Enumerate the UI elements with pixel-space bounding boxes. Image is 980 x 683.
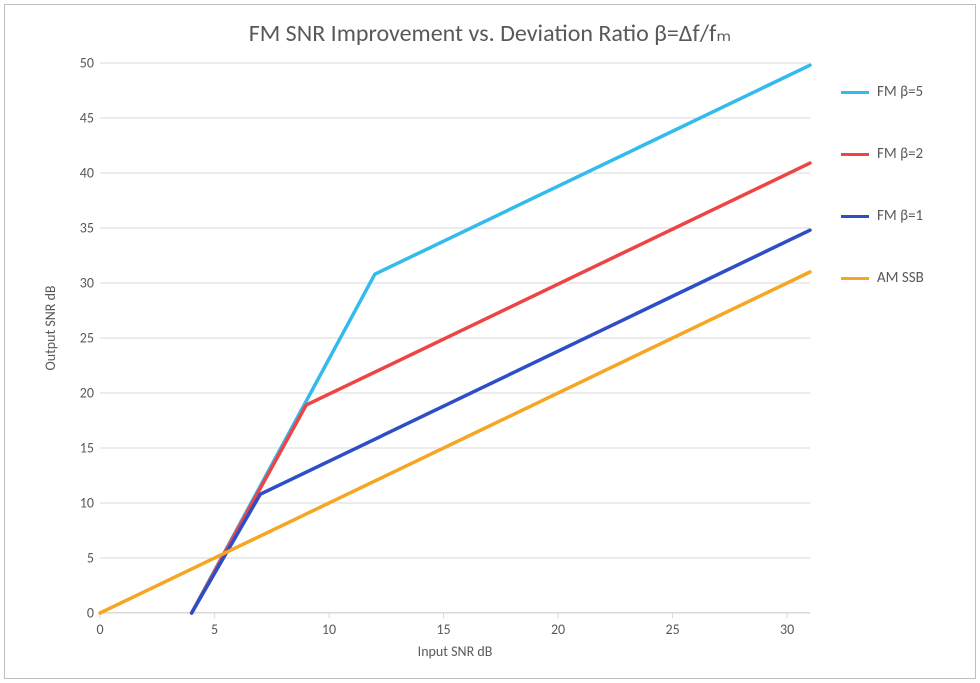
y-tick-label: 0 xyxy=(70,605,94,622)
y-tick-label: 20 xyxy=(70,385,94,402)
legend-label: AM SSB xyxy=(877,269,924,287)
x-tick-label: 10 xyxy=(322,621,336,638)
series-line xyxy=(100,272,810,613)
x-tick-label: 25 xyxy=(665,621,679,638)
series-line xyxy=(192,163,810,613)
legend-label: FM β=5 xyxy=(877,83,923,101)
legend-item: FM β=5 xyxy=(841,83,923,101)
y-tick-label: 35 xyxy=(70,220,94,237)
legend-swatch xyxy=(841,277,869,280)
y-tick-label: 10 xyxy=(70,495,94,512)
y-tick-label: 5 xyxy=(70,550,94,567)
legend-swatch xyxy=(841,215,869,218)
legend-swatch xyxy=(841,153,869,156)
legend-swatch xyxy=(841,91,869,94)
chart-title: FM SNR Improvement vs. Deviation Ratio β… xyxy=(5,19,975,48)
x-tick-label: 0 xyxy=(96,621,103,638)
x-tick-label: 15 xyxy=(436,621,450,638)
legend-label: FM β=2 xyxy=(877,145,923,163)
series-line xyxy=(192,65,810,613)
y-tick-label: 30 xyxy=(70,275,94,292)
chart-frame: FM SNR Improvement vs. Deviation Ratio β… xyxy=(4,4,976,679)
x-axis-label: Input SNR dB xyxy=(100,643,810,660)
legend-label: FM β=1 xyxy=(877,207,923,225)
y-tick-label: 40 xyxy=(70,165,94,182)
legend-item: FM β=2 xyxy=(841,145,923,163)
y-tick-label: 15 xyxy=(70,440,94,457)
legend-item: FM β=1 xyxy=(841,207,923,225)
y-axis-label: Output SNR dB xyxy=(42,268,59,388)
y-tick-label: 50 xyxy=(70,55,94,72)
x-tick-label: 30 xyxy=(780,621,794,638)
x-tick-label: 5 xyxy=(211,621,218,638)
legend-item: AM SSB xyxy=(841,269,924,287)
y-tick-label: 25 xyxy=(70,330,94,347)
plot-area xyxy=(100,63,810,619)
x-tick-label: 20 xyxy=(551,621,565,638)
y-tick-label: 45 xyxy=(70,110,94,127)
